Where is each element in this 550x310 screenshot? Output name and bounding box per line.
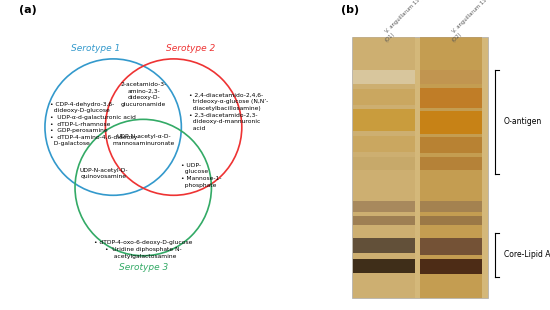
FancyBboxPatch shape [353, 109, 415, 131]
FancyBboxPatch shape [420, 111, 482, 134]
Text: • 2,4-diacetamido-2,4,6-
  trideoxy-α-glucose (N,N’-
  diacetylbacillosamine)
• : • 2,4-diacetamido-2,4,6- trideoxy-α-gluc… [189, 93, 268, 131]
FancyBboxPatch shape [353, 89, 415, 105]
FancyBboxPatch shape [353, 70, 415, 84]
FancyBboxPatch shape [353, 136, 415, 152]
Text: • UDP-
  glucose
• Mannose-1-
  phosphate: • UDP- glucose • Mannose-1- phosphate [182, 163, 222, 188]
Text: 2-acetamido-3-
amino-2,3-
dideoxy-D-
glucuronamide: 2-acetamido-3- amino-2,3- dideoxy-D- glu… [120, 82, 167, 107]
FancyBboxPatch shape [353, 157, 415, 170]
Text: UDP-N-acetyl-D-
quinovosamine: UDP-N-acetyl-D- quinovosamine [80, 168, 128, 179]
FancyBboxPatch shape [420, 137, 482, 153]
FancyBboxPatch shape [420, 157, 482, 170]
FancyBboxPatch shape [420, 70, 482, 84]
Text: (O1): (O1) [384, 32, 396, 43]
Text: (b): (b) [341, 5, 359, 15]
FancyBboxPatch shape [353, 238, 415, 253]
FancyBboxPatch shape [420, 238, 482, 255]
Text: Serotype 3: Serotype 3 [119, 263, 168, 272]
Text: Serotype 1: Serotype 1 [72, 44, 121, 53]
FancyBboxPatch shape [420, 201, 482, 212]
Text: V. anguillarum 1360: V. anguillarum 1360 [451, 0, 492, 34]
FancyBboxPatch shape [420, 37, 482, 298]
FancyBboxPatch shape [353, 259, 415, 273]
Text: V. anguillarum 1360: V. anguillarum 1360 [384, 0, 426, 34]
Text: • CDP-4-dehydro-3,6-
  dideoxy-D-glucose
•  UDP-α-d-galacturonic acid
•  dTDP-L-: • CDP-4-dehydro-3,6- dideoxy-D-glucose •… [50, 102, 139, 146]
FancyBboxPatch shape [352, 37, 488, 298]
Text: Core-Lipid A: Core-Lipid A [504, 250, 550, 259]
FancyBboxPatch shape [420, 259, 482, 274]
FancyBboxPatch shape [353, 201, 415, 212]
FancyBboxPatch shape [420, 215, 482, 225]
Text: UDP-N-acetyl-α-D-
mannosaminuronate: UDP-N-acetyl-α-D- mannosaminuronate [112, 134, 175, 146]
Text: (O2): (O2) [451, 32, 463, 43]
FancyBboxPatch shape [420, 88, 482, 108]
Text: (a): (a) [19, 5, 36, 15]
FancyBboxPatch shape [353, 37, 415, 298]
Text: • dTDP-4-oxo-6-deoxy-D-glucose
•  Uridine diphosphate N-
  acetylgalactosamine: • dTDP-4-oxo-6-deoxy-D-glucose • Uridine… [94, 241, 192, 259]
Text: O-antigen: O-antigen [504, 117, 542, 126]
FancyBboxPatch shape [353, 215, 415, 225]
Text: Serotype 2: Serotype 2 [166, 44, 215, 53]
